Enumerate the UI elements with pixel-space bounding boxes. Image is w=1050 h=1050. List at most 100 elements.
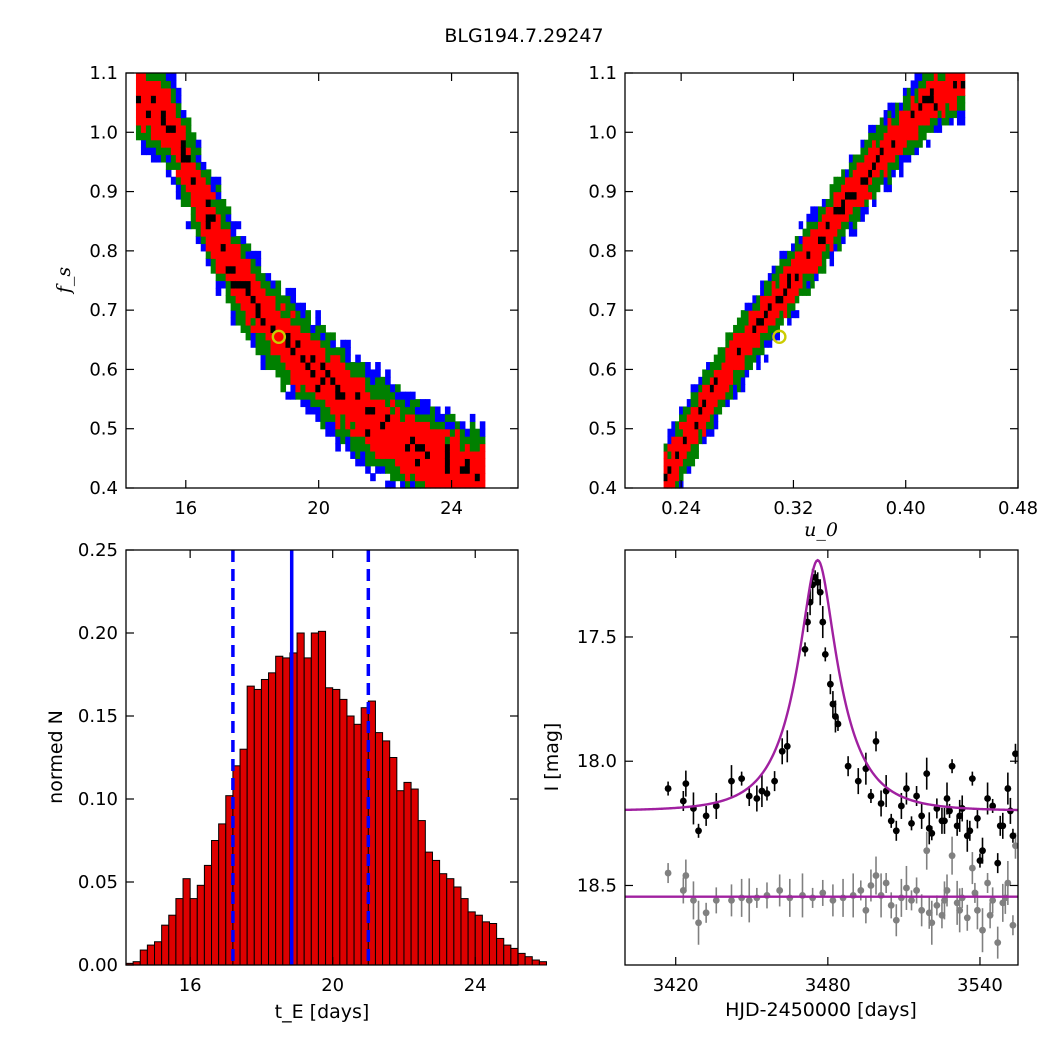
one-sigma-cell [330, 406, 336, 415]
best-fit-cell [459, 465, 466, 474]
model-curve [625, 558, 1018, 812]
one-sigma-cell [345, 406, 351, 415]
one-sigma-cell [479, 443, 486, 452]
one-sigma-cell [798, 280, 804, 289]
two-sigma-cell [713, 362, 719, 371]
two-sigma-cell [255, 339, 262, 348]
two-sigma-cell [170, 87, 177, 96]
two-sigma-cell [906, 139, 912, 148]
two-sigma-cell [145, 73, 152, 82]
two-sigma-cell [290, 302, 297, 311]
best-fit-cell [848, 191, 854, 200]
one-sigma-cell [320, 391, 326, 400]
two-sigma-cell [686, 450, 692, 459]
histogram-bar [460, 898, 469, 966]
two-sigma-cell [225, 295, 232, 304]
one-sigma-cell [740, 347, 746, 356]
two-sigma-cell [340, 428, 346, 437]
one-sigma-cell [250, 287, 257, 296]
two-sigma-cell [706, 376, 711, 385]
one-sigma-cell [175, 132, 182, 141]
one-sigma-cell [185, 147, 192, 156]
one-sigma-cell [960, 73, 966, 82]
one-sigma-cell [270, 347, 277, 356]
one-sigma-cell [864, 169, 869, 178]
one-sigma-cell [215, 236, 222, 245]
two-sigma-cell [709, 413, 715, 422]
one-sigma-cell [429, 443, 436, 452]
best-fit-cell [380, 421, 386, 430]
two-sigma-cell [255, 332, 262, 341]
three-sigma-cell [415, 406, 421, 415]
two-sigma-cell [415, 480, 421, 489]
best-fit-cell [444, 458, 451, 467]
xtick-label: 24 [464, 975, 487, 996]
two-sigma-cell [155, 139, 162, 148]
one-sigma-cell [390, 413, 396, 422]
one-sigma-cell [190, 198, 197, 207]
one-sigma-cell [709, 376, 715, 385]
two-sigma-cell [744, 362, 750, 371]
two-sigma-cell [300, 391, 306, 400]
one-sigma-cell [305, 376, 311, 385]
one-sigma-cell [205, 236, 212, 245]
one-sigma-cell [345, 384, 351, 393]
one-sigma-cell [405, 436, 411, 445]
two-sigma-cell [340, 413, 346, 422]
two-sigma-cell [250, 265, 257, 274]
one-sigma-cell [175, 154, 182, 163]
one-sigma-cell [315, 339, 321, 348]
one-sigma-cell [675, 473, 680, 482]
two-sigma-cell [225, 206, 232, 215]
one-sigma-cell [887, 132, 892, 141]
two-sigma-cell [405, 406, 411, 415]
three-sigma-cell [385, 369, 391, 378]
three-sigma-cell [779, 250, 784, 259]
one-sigma-cell [235, 287, 242, 296]
histogram-bar [161, 924, 170, 966]
one-sigma-cell [255, 317, 262, 326]
one-sigma-cell [663, 458, 669, 467]
three-sigma-cell [175, 87, 182, 96]
one-sigma-cell [933, 80, 939, 89]
one-sigma-cell [929, 80, 935, 89]
one-sigma-cell [949, 95, 954, 104]
one-sigma-cell [771, 280, 777, 289]
three-sigma-cell [410, 391, 416, 400]
one-sigma-cell [702, 421, 707, 430]
one-sigma-cell [415, 421, 421, 430]
three-sigma-cell [756, 354, 761, 363]
three-sigma-cell [250, 332, 257, 341]
one-sigma-cell [375, 413, 381, 422]
residual-point [829, 896, 837, 904]
two-sigma-cell [883, 124, 889, 133]
two-sigma-cell [733, 369, 738, 378]
observed-point [728, 777, 735, 785]
one-sigma-cell [887, 124, 892, 133]
one-sigma-cell [150, 117, 157, 126]
one-sigma-cell [340, 384, 346, 393]
best-fit-cell [330, 376, 336, 385]
one-sigma-cell [760, 324, 765, 333]
two-sigma-cell [220, 206, 227, 215]
one-sigma-cell [405, 428, 411, 437]
one-sigma-cell [783, 302, 788, 311]
best-fit-cell [698, 406, 703, 415]
one-sigma-cell [675, 443, 680, 452]
two-sigma-cell [220, 198, 227, 207]
best-fit-cell [320, 376, 326, 385]
residual-point [867, 882, 875, 889]
one-sigma-cell [740, 332, 746, 341]
one-sigma-cell [671, 443, 676, 452]
two-sigma-cell [895, 110, 900, 119]
best-fit-cell [787, 280, 792, 289]
two-sigma-cell [285, 376, 292, 385]
one-sigma-cell [330, 354, 336, 363]
two-sigma-cell [841, 221, 846, 230]
one-sigma-cell [355, 428, 361, 437]
ytick-label: 0.7 [588, 300, 617, 321]
one-sigma-cell [405, 421, 411, 430]
one-sigma-cell [829, 206, 835, 215]
observed-point [913, 792, 920, 800]
best-fit-cell [663, 473, 669, 482]
